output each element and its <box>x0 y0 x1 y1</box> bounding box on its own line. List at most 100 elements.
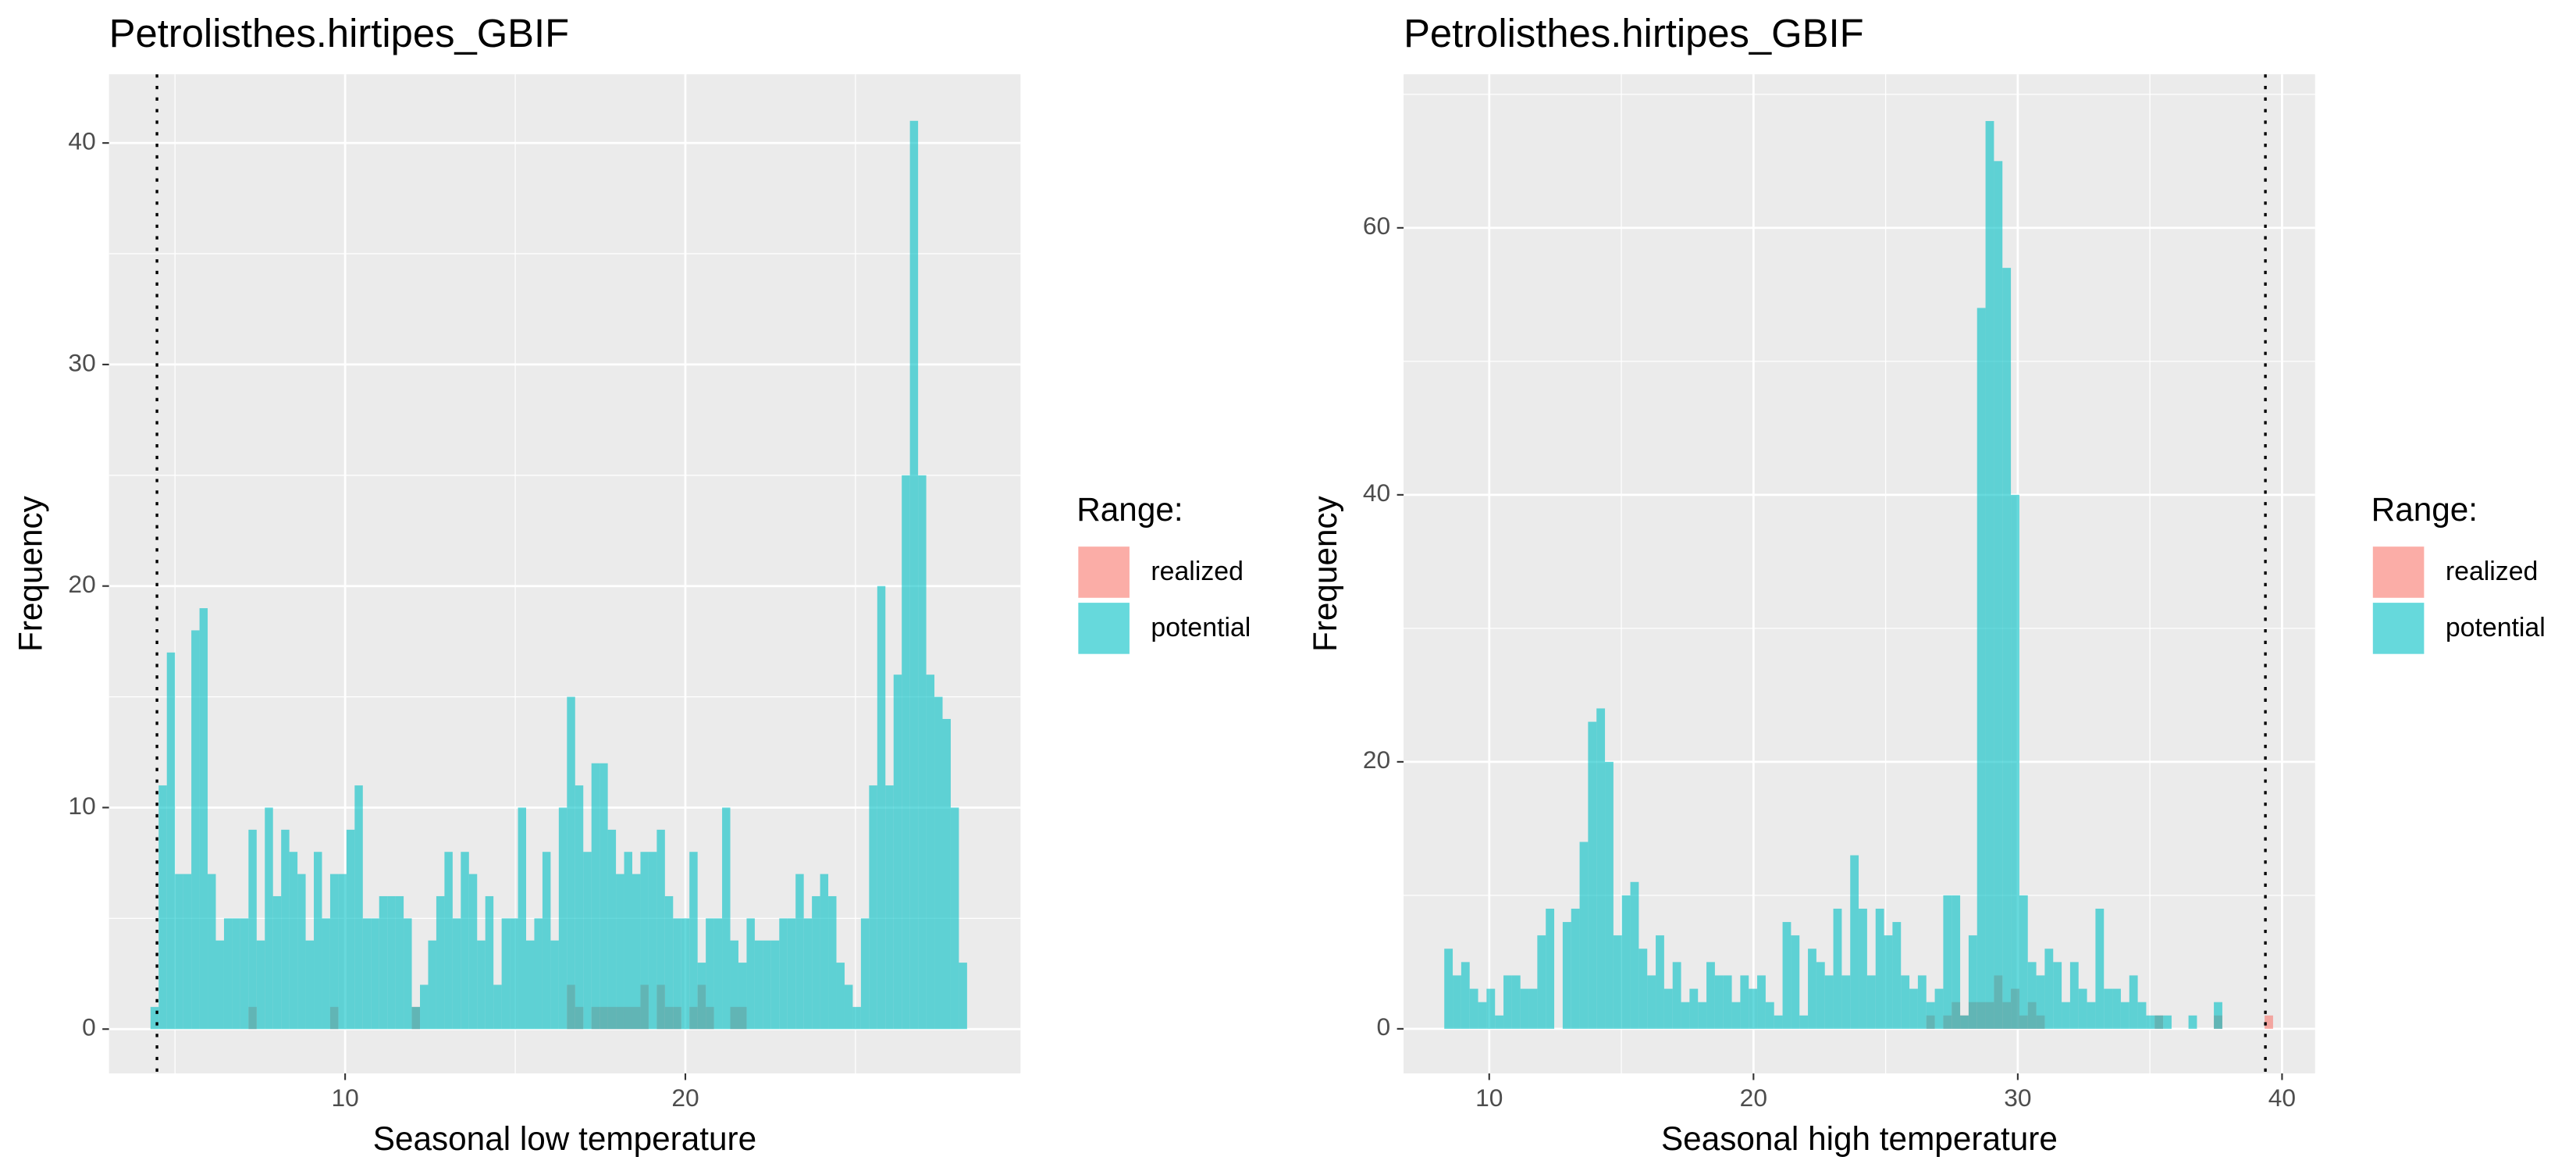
bar <box>1613 935 1622 1029</box>
bar <box>600 763 608 1030</box>
bar <box>1952 895 1961 1029</box>
bar <box>2112 988 2121 1029</box>
bar <box>2265 1015 2273 1029</box>
bar <box>485 895 494 1030</box>
bar <box>215 940 224 1030</box>
bar <box>607 829 617 1030</box>
bar <box>362 918 372 1030</box>
bar <box>166 652 176 1030</box>
bar <box>664 895 674 1030</box>
bar <box>1943 895 1952 1029</box>
bar <box>820 874 829 1030</box>
bar <box>1926 1002 1935 1029</box>
legend-label: realized <box>1151 557 1243 586</box>
x-tick-label: 10 <box>331 1084 358 1112</box>
bar <box>411 1006 421 1030</box>
bar <box>754 940 763 1030</box>
bar <box>1833 908 1842 1029</box>
bar <box>1681 1002 1690 1029</box>
y-tick-label: 40 <box>1363 479 1390 507</box>
x-tick-label: 20 <box>1740 1084 1767 1112</box>
y-tick-label: 60 <box>1363 212 1390 240</box>
chart-title: Petrolisthes.hirtipes_GBIF <box>109 11 569 55</box>
bar <box>1520 988 1529 1029</box>
bar <box>1511 975 1521 1029</box>
bar <box>387 895 396 1030</box>
legend-key <box>1078 546 1130 598</box>
bar <box>354 785 363 1030</box>
bar <box>518 807 527 1030</box>
bar <box>2120 1002 2129 1029</box>
bar <box>730 940 738 1030</box>
bar <box>1495 1015 1504 1029</box>
bar <box>770 940 780 1030</box>
bar <box>1866 975 1876 1029</box>
bar <box>452 918 461 1030</box>
bar <box>909 120 919 1030</box>
bar <box>534 918 543 1030</box>
bar <box>950 807 959 1030</box>
bar <box>2027 962 2037 1029</box>
bar <box>2095 908 2105 1029</box>
bar <box>1528 988 1538 1029</box>
legend-key <box>1078 603 1130 654</box>
bar <box>1765 1002 1774 1029</box>
bar <box>746 918 755 1030</box>
legend-key <box>2372 603 2425 654</box>
bar <box>314 852 322 1030</box>
bar <box>795 874 804 1030</box>
bar <box>1901 975 1910 1029</box>
x-axis-label: Seasonal high temperature <box>1661 1120 2058 1157</box>
bar <box>1605 761 1614 1029</box>
bar <box>1596 708 1606 1029</box>
bar <box>208 874 216 1030</box>
bar <box>583 852 592 1030</box>
bar <box>1706 962 1715 1029</box>
bar <box>1740 975 1749 1029</box>
bar <box>477 940 486 1030</box>
bar <box>395 895 404 1030</box>
bar <box>567 696 575 1030</box>
bar <box>322 918 330 1030</box>
bar <box>223 918 233 1030</box>
bar <box>158 785 167 1030</box>
bar <box>942 718 951 1030</box>
bar <box>2044 949 2054 1029</box>
bar <box>150 1006 159 1030</box>
bar <box>1960 1015 1969 1029</box>
bar <box>860 918 870 1030</box>
bar <box>240 918 249 1030</box>
bar <box>1469 988 1478 1029</box>
bar <box>468 874 478 1030</box>
bar <box>763 940 771 1030</box>
bar <box>1892 922 1902 1029</box>
bar <box>461 852 469 1030</box>
bar <box>558 807 568 1030</box>
legend-title: Range: <box>1076 491 1183 528</box>
bar <box>2078 988 2087 1029</box>
bar <box>1782 922 1791 1029</box>
bar <box>272 895 282 1030</box>
bar <box>1486 988 1496 1029</box>
bar <box>844 984 853 1030</box>
y-tick-label: 40 <box>68 127 95 155</box>
bar <box>550 940 559 1030</box>
bar <box>902 475 910 1030</box>
bar <box>175 874 183 1030</box>
bar <box>1444 949 1453 1029</box>
bar <box>812 895 820 1030</box>
bar <box>1985 121 1994 1029</box>
bar <box>526 940 535 1030</box>
bar <box>1537 935 1546 1029</box>
bar <box>2154 1015 2164 1029</box>
y-tick-label: 10 <box>68 792 95 820</box>
bar <box>2188 1015 2197 1029</box>
bar <box>738 963 747 1030</box>
legend-label: realized <box>2446 557 2538 586</box>
bar <box>297 874 306 1030</box>
bar <box>852 1006 861 1030</box>
bar <box>265 807 273 1030</box>
bar <box>1714 975 1724 1029</box>
bar <box>1934 988 1944 1029</box>
bar <box>681 918 690 1030</box>
